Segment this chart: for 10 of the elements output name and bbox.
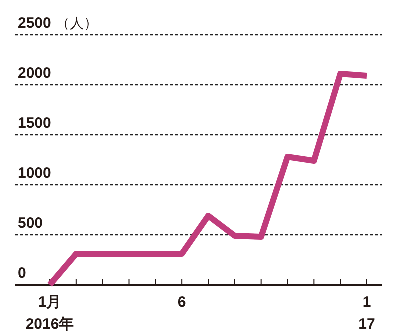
- y-tick-label: 2000: [18, 65, 52, 82]
- x-tick-label: 1月 2016年: [26, 294, 74, 333]
- y-axis-title: （人）: [56, 15, 98, 31]
- y-tick-label: 0: [18, 265, 26, 282]
- x-tick-label: 6: [178, 294, 186, 311]
- y-tick-label: 1000: [18, 165, 52, 182]
- x-tick-label: 1 17: [358, 294, 376, 333]
- y-tick-label: 1500: [18, 115, 52, 132]
- y-tick-label: 2500: [18, 15, 52, 32]
- y-tick-label: 500: [18, 215, 44, 232]
